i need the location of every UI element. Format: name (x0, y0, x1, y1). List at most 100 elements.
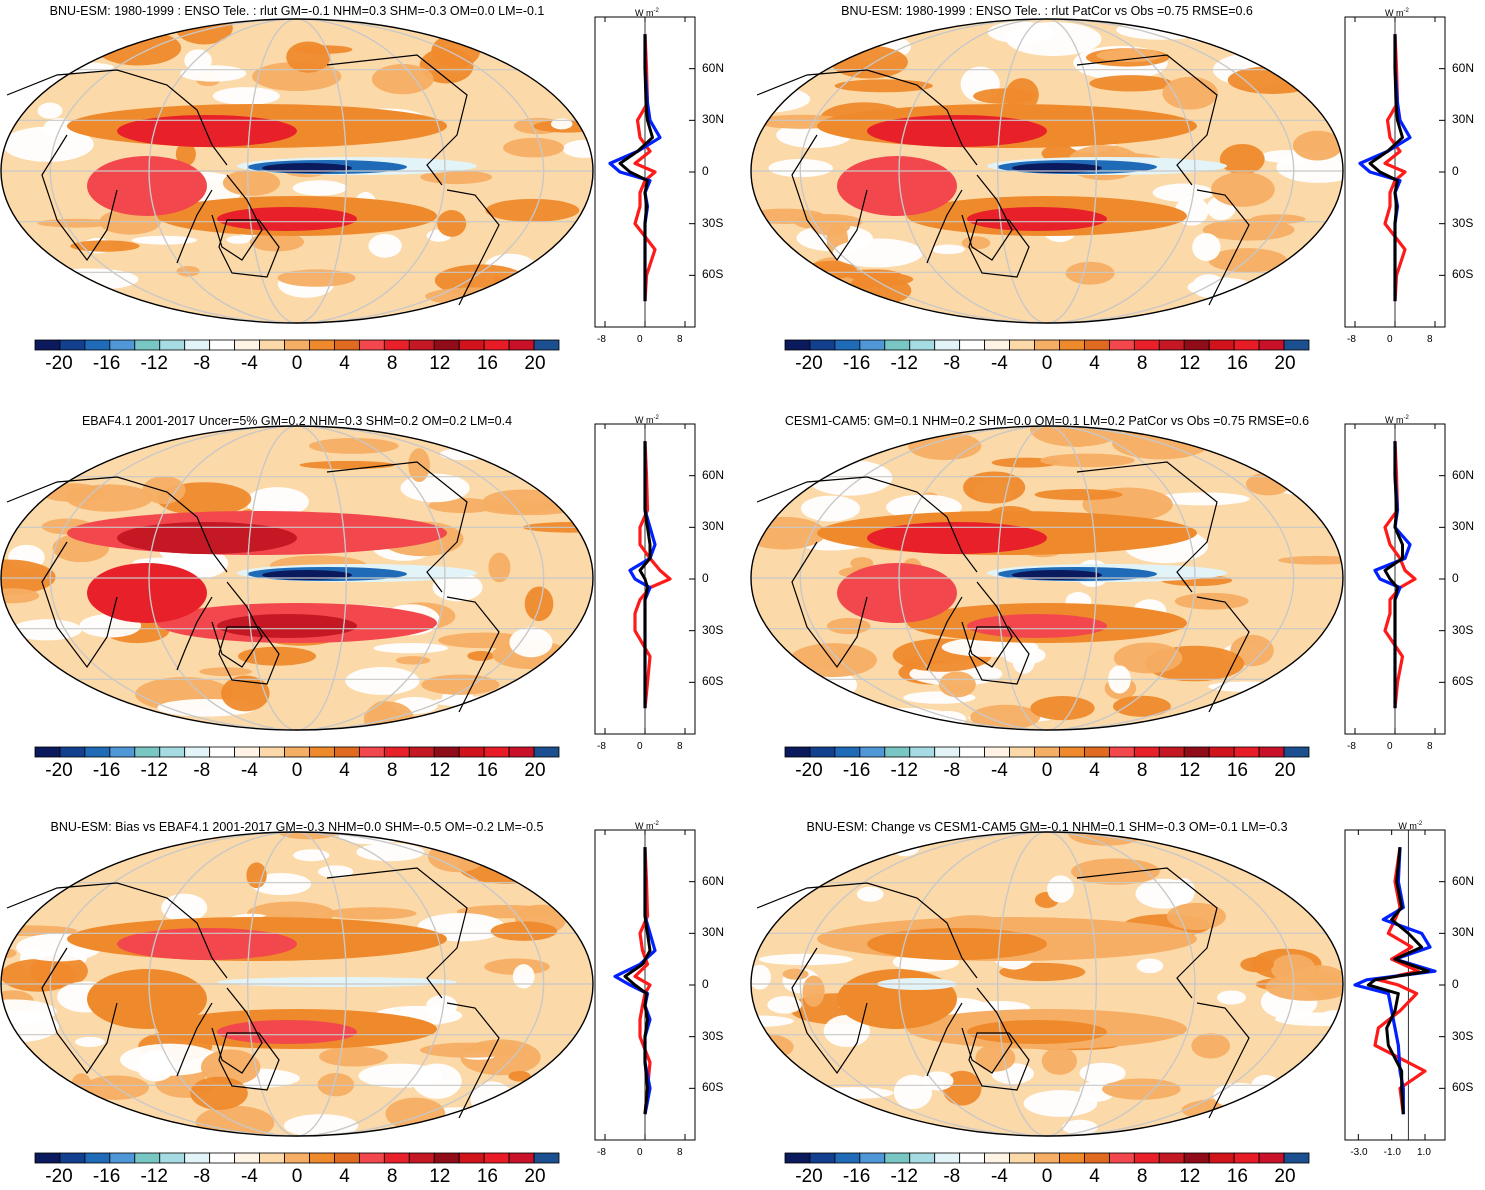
colorbar-label: 8 (1136, 353, 1148, 374)
zonal-line-diff (618, 34, 654, 302)
colorbar-swatch (934, 339, 961, 351)
colorbar-label: 8 (386, 353, 398, 374)
lat-label: 0 (702, 164, 709, 178)
colorbar-label: -20 (795, 1166, 823, 1187)
colorbar-swatch (383, 339, 410, 351)
lat-label: 60S (1452, 1080, 1474, 1095)
lat-label: 0 (1452, 571, 1459, 585)
colorbar-swatch (59, 746, 86, 758)
colorbar-swatch (408, 1152, 435, 1164)
lat-label: 60N (1452, 873, 1475, 888)
colorbar-swatch (134, 746, 161, 758)
colorbar-label: 16 (1226, 760, 1248, 781)
colorbar-swatch (1283, 746, 1310, 758)
unit-label: W m-2 (635, 8, 659, 18)
colorbar-swatch (1158, 339, 1185, 351)
colorbar-label: 0 (1041, 1166, 1053, 1187)
colorbar-5 (34, 1152, 560, 1164)
colorbar-labels: -20 -16 -12 -8 -4 0 4 8 12 16 20 (785, 353, 1309, 377)
colorbar-label: -4 (990, 353, 1008, 374)
colorbar-swatch (834, 746, 861, 758)
zonal-line-diff (1366, 847, 1430, 1115)
colorbar-swatch (884, 339, 911, 351)
colorbar-label: -16 (92, 1166, 121, 1187)
colorbar-swatch (109, 746, 136, 758)
colorbar-swatch (809, 1152, 836, 1164)
colorbar-labels: -20 -16 -12 -8 -4 0 4 8 12 16 20 (785, 1166, 1309, 1190)
x-tick-label: -8 (597, 334, 606, 345)
lat-label: 0 (702, 571, 709, 585)
unit-label: W m-2 (1385, 8, 1409, 18)
map-4 (750, 425, 1344, 731)
colorbar-swatch (1059, 339, 1085, 351)
colorbar-swatch (408, 339, 435, 351)
map-2 (750, 18, 1344, 324)
colorbar-labels: -20 -16 -12 -8 -4 0 4 8 12 16 20 (35, 760, 559, 784)
map-6 (750, 831, 1344, 1137)
colorbar-swatch (533, 746, 560, 758)
colorbar-swatch (383, 746, 410, 758)
lat-label: 60N (1452, 467, 1475, 482)
x-tick-label: -8 (1347, 334, 1356, 345)
lat-label: 60S (702, 1080, 724, 1095)
zonal-line-obs (1383, 34, 1407, 302)
colorbar-label: -8 (943, 353, 961, 374)
colorbar-swatch (358, 339, 385, 351)
colorbar-swatch (284, 1152, 310, 1164)
colorbar-swatch (433, 339, 460, 351)
colorbar-swatch (34, 746, 61, 758)
colorbar-label: -16 (92, 760, 121, 781)
colorbar-swatch (184, 1152, 211, 1164)
colorbar-6 (784, 1152, 1310, 1164)
colorbar-labels: -20 -16 -12 -8 -4 0 4 8 12 16 20 (35, 1166, 559, 1190)
colorbar-swatch (259, 746, 285, 758)
lat-label: 60S (702, 674, 724, 689)
colorbar-label: -4 (240, 1166, 258, 1187)
x-tick-label: 0 (1387, 334, 1393, 345)
x-tick-label: 0 (637, 1147, 643, 1158)
colorbar-swatch (1133, 339, 1160, 351)
colorbar-swatch (809, 746, 836, 758)
colorbar-swatch (1009, 339, 1035, 351)
zonal-mean-plot-5 (594, 829, 696, 1141)
colorbar-swatch (1133, 1152, 1160, 1164)
colorbar-label: 4 (1089, 353, 1100, 374)
lat-label: 30S (702, 622, 724, 637)
lat-label: 30S (702, 215, 724, 230)
colorbar-swatch (809, 339, 836, 351)
colorbar-swatch (334, 339, 360, 351)
colorbar-label: 12 (429, 1166, 451, 1187)
colorbar-swatch (334, 1152, 360, 1164)
colorbar-label: 12 (1179, 353, 1201, 374)
colorbar-swatch (508, 746, 535, 758)
lat-label: 60N (1452, 60, 1475, 75)
colorbar-swatch (234, 1152, 260, 1164)
colorbar-swatch (209, 339, 236, 351)
colorbar-label: -8 (193, 1166, 211, 1187)
colorbar-swatch (159, 1152, 186, 1164)
colorbar-swatch (358, 1152, 385, 1164)
lat-label: 30S (1452, 215, 1474, 230)
colorbar-label: 12 (1179, 760, 1201, 781)
x-tick-label: -8 (1347, 741, 1356, 752)
colorbar-swatch (959, 339, 986, 351)
colorbar-swatch (859, 1152, 886, 1164)
lat-label: 60S (1452, 267, 1474, 282)
colorbar-swatch (109, 1152, 136, 1164)
colorbar-swatch (1108, 746, 1135, 758)
lat-label: 30N (702, 112, 725, 127)
colorbar-swatch (984, 339, 1010, 351)
colorbar-swatch (784, 339, 811, 351)
zonal-mean-plot-6 (1344, 829, 1446, 1141)
colorbar-swatch (859, 339, 886, 351)
colorbar-label: -12 (890, 1166, 918, 1187)
zonal-line-diff (1368, 34, 1404, 302)
x-tick-label: 1.0 (1417, 1147, 1431, 1158)
colorbar-label: -16 (842, 353, 871, 374)
unit-label: W m-2 (635, 415, 659, 425)
colorbar-swatch (309, 1152, 335, 1164)
colorbar-swatch (1158, 1152, 1185, 1164)
colorbar-label: 20 (524, 1166, 546, 1187)
colorbar-swatch (1258, 1152, 1285, 1164)
zonal-line-model (1353, 847, 1437, 1115)
